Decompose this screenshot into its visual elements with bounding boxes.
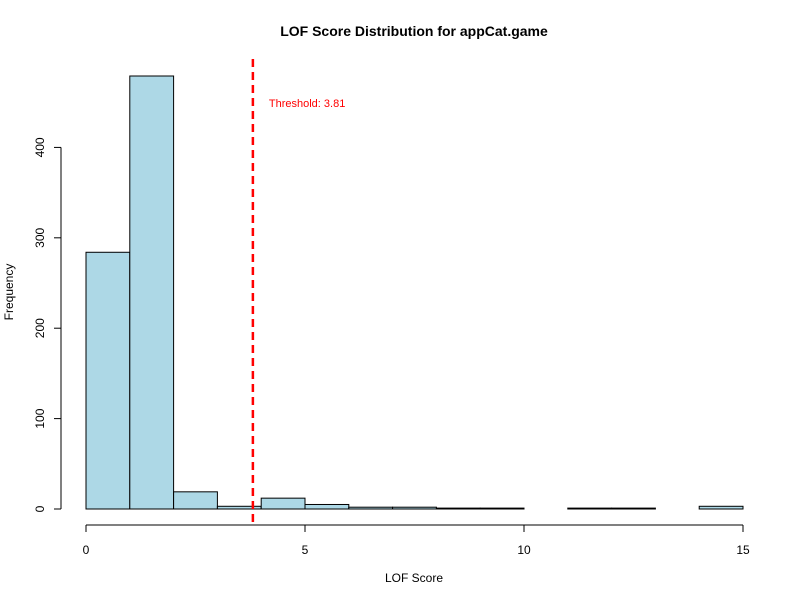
y-tick-label: 300 [33,227,47,247]
histogram-bar [348,506,394,510]
histogram-bar [698,505,744,510]
chart-title: LOF Score Distribution for appCat.game [280,23,548,39]
histogram-bar [392,506,437,510]
y-tick-label: 0 [33,505,47,512]
threshold-marker: Threshold: 3.81 [251,59,345,527]
y-tick-label: 200 [33,318,47,338]
histogram-bar [85,251,131,510]
histogram-bar [260,497,306,510]
histogram-bar [479,507,525,510]
x-axis-label: LOF Score [385,571,443,585]
histogram-bar [567,507,613,510]
histogram-bar [216,505,262,510]
x-tick-label: 0 [83,543,90,557]
y-axis-label: Frequency [2,264,16,321]
x-tick-label: 5 [302,543,309,557]
x-axis: 0 5 10 15 [83,524,750,557]
histogram-bar [304,503,350,510]
histogram-bar [435,507,481,510]
histogram-bar [173,491,218,510]
x-tick-label: 10 [517,543,531,557]
y-tick-label: 100 [33,408,47,428]
histogram-bar [129,75,175,510]
histogram-bar [611,507,656,510]
threshold-label: Threshold: 3.81 [269,98,345,110]
histogram-bars [85,75,744,510]
x-tick-label: 15 [736,543,750,557]
y-axis: 0 100 200 300 400 [33,137,62,512]
y-tick-label: 400 [33,137,47,157]
